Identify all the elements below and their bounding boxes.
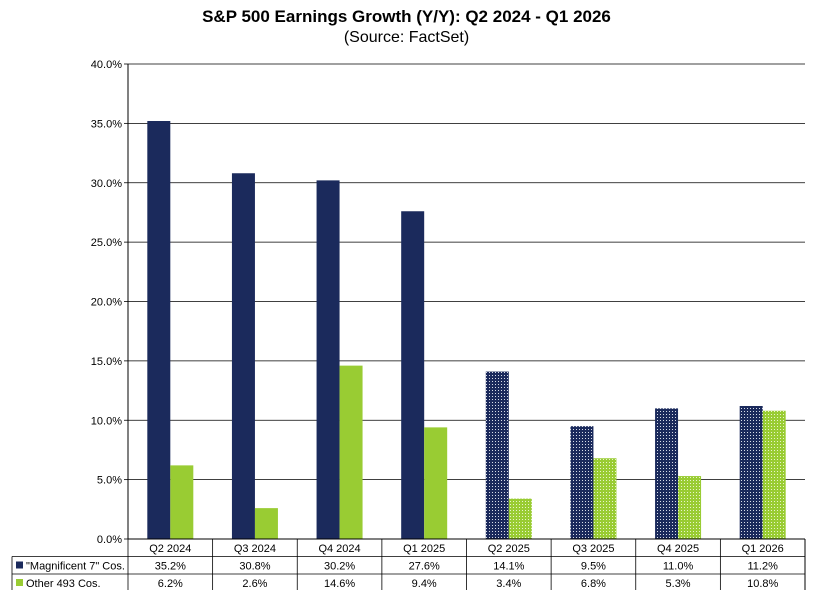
bar-series-2 [424, 427, 448, 539]
bar-series-2 [678, 476, 702, 539]
legend-label-series-2: Other 493 Cos. [26, 578, 101, 590]
data-label-series-2: 9.4% [412, 578, 437, 590]
data-label-series-1: 14.1% [493, 561, 524, 573]
bar-series-1 [316, 180, 340, 539]
y-tick-label: 5.0% [97, 475, 122, 487]
data-label-series-2: 2.6% [242, 578, 267, 590]
data-label-series-1: 27.6% [409, 561, 440, 573]
legend-label-series-1: "Magnificent 7" Cos. [26, 561, 125, 573]
x-category-label: Q2 2025 [488, 543, 530, 555]
y-tick-label: 15.0% [91, 356, 122, 368]
x-category-label: Q3 2024 [234, 543, 276, 555]
data-label-series-1: 11.0% [663, 561, 694, 573]
x-category-label: Q1 2026 [742, 543, 784, 555]
x-category-label: Q2 2024 [149, 543, 191, 555]
x-category-label: Q4 2024 [318, 543, 360, 555]
data-label-series-2: 14.6% [324, 578, 355, 590]
bar-series-2 [254, 508, 278, 539]
bar-series-1 [570, 426, 594, 539]
data-label-series-1: 30.8% [239, 561, 270, 573]
data-label-series-1: 9.5% [581, 561, 606, 573]
data-label-series-1: 35.2% [155, 561, 186, 573]
legend-key-series-2 [16, 579, 23, 586]
data-label-series-1: 11.2% [748, 561, 779, 573]
chart-title: S&P 500 Earnings Growth (Y/Y): Q2 2024 -… [202, 7, 611, 26]
data-label-series-2: 3.4% [496, 578, 521, 590]
chart-subtitle: (Source: FactSet) [343, 29, 470, 46]
data-label-series-1: 30.2% [324, 561, 355, 573]
legend-key-series-1 [16, 561, 23, 569]
y-tick-label: 10.0% [91, 415, 122, 427]
y-tick-label: 35.0% [91, 118, 122, 130]
y-tick-label: 25.0% [91, 237, 122, 249]
bar-series-1 [485, 371, 509, 539]
y-tick-label: 30.0% [91, 178, 122, 190]
bar-series-1 [401, 211, 425, 539]
y-tick-label: 20.0% [91, 297, 122, 309]
bar-series-1 [147, 121, 171, 539]
bar-series-2 [508, 498, 532, 539]
bar-series-2 [339, 365, 363, 539]
data-label-series-2: 5.3% [666, 578, 691, 590]
y-tick-label: 40.0% [91, 59, 122, 71]
x-category-label: Q3 2025 [572, 543, 614, 555]
data-label-series-2: 6.8% [581, 578, 606, 590]
bar-series-2 [170, 465, 194, 539]
x-category-label: Q1 2025 [403, 543, 445, 555]
bar-series-1 [655, 408, 679, 539]
x-category-label: Q4 2025 [657, 543, 699, 555]
data-label-series-2: 10.8% [747, 578, 778, 590]
bar-series-2 [593, 458, 617, 539]
y-tick-label: 0.0% [97, 534, 122, 546]
data-label-series-2: 6.2% [158, 578, 183, 590]
bar-series-1 [231, 173, 255, 539]
bar-series-1 [739, 406, 763, 539]
bar-series-2 [762, 410, 786, 539]
